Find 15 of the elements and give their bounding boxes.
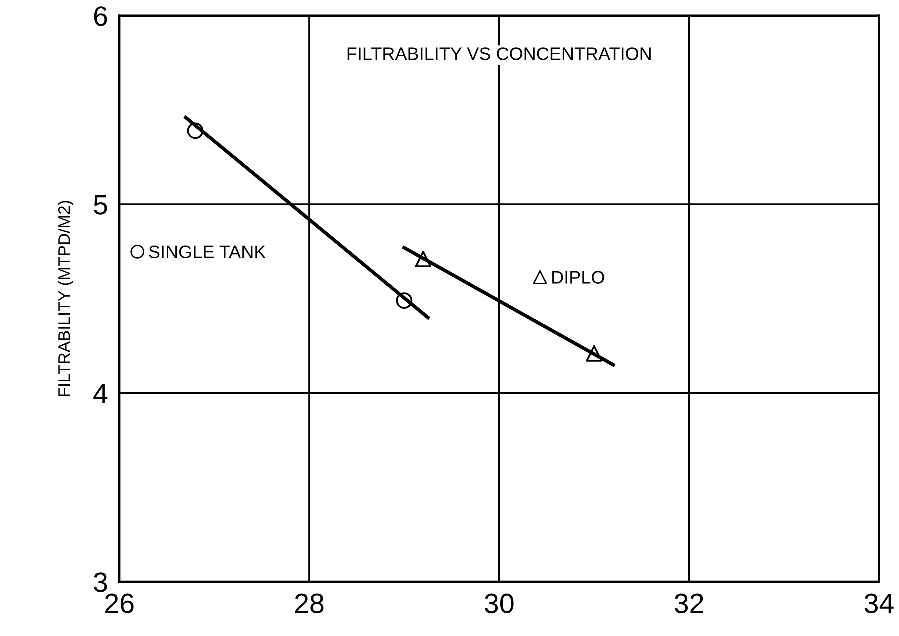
x-tick-label: 30 bbox=[485, 594, 514, 614]
point bbox=[415, 251, 432, 268]
y-tick-label: 6 bbox=[94, 6, 108, 26]
x-tick-label: 32 bbox=[674, 594, 704, 614]
y-tick-label: 5 bbox=[94, 196, 108, 215]
y-tick-label: 4 bbox=[94, 384, 108, 404]
y-tick-label: 3 bbox=[94, 572, 108, 592]
x-tick-label: 26 bbox=[106, 594, 134, 614]
x-tick-label: 28 bbox=[295, 594, 324, 614]
point bbox=[586, 345, 603, 362]
text: FILTRABILITY VS CONCENTRATION bbox=[348, 48, 651, 60]
legend-label: DIPLO bbox=[552, 271, 604, 284]
y-axis-title: FILTRABILITY (MTPD/M2) bbox=[58, 201, 74, 396]
legend-label: SINGLE TANK bbox=[149, 246, 266, 258]
x-tick-label: 34 bbox=[864, 594, 894, 614]
